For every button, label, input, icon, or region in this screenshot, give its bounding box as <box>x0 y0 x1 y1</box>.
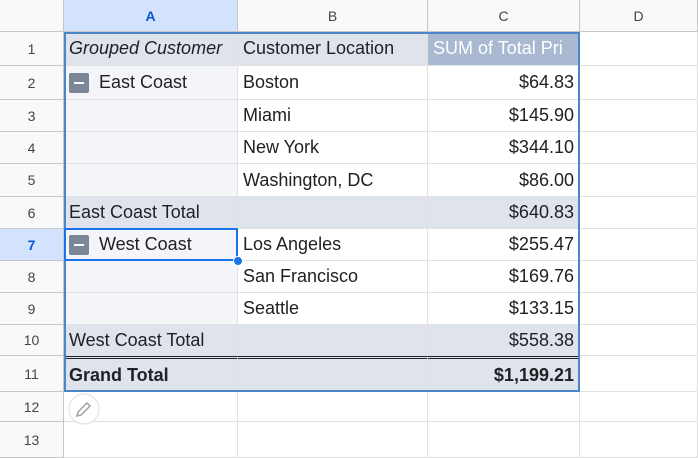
column-header[interactable]: C <box>428 0 580 32</box>
cell[interactable] <box>580 293 698 325</box>
location[interactable]: Washington, DC <box>238 164 428 197</box>
group-label[interactable]: West Coast <box>64 229 238 261</box>
row-header[interactable]: 7 <box>0 229 64 261</box>
pivot-header[interactable]: Customer Location <box>238 32 428 66</box>
location[interactable]: San Francisco <box>238 261 428 293</box>
group-label[interactable] <box>64 164 238 197</box>
grand-total-label[interactable]: Grand Total <box>64 356 238 392</box>
value[interactable]: $145.90 <box>428 100 580 132</box>
value[interactable]: $169.76 <box>428 261 580 293</box>
cell[interactable] <box>580 356 698 392</box>
cell[interactable] <box>580 100 698 132</box>
cell[interactable] <box>64 392 238 422</box>
row-header[interactable]: 10 <box>0 325 64 356</box>
row-header[interactable]: 13 <box>0 422 64 458</box>
cell[interactable] <box>580 32 698 66</box>
cell[interactable] <box>428 392 580 422</box>
row-header[interactable]: 3 <box>0 100 64 132</box>
group-total-label[interactable]: West Coast Total <box>64 325 238 356</box>
location[interactable]: New York <box>238 132 428 164</box>
row-header[interactable]: 5 <box>0 164 64 197</box>
group-label[interactable] <box>64 132 238 164</box>
collapse-button[interactable] <box>69 72 89 93</box>
row-header[interactable]: 4 <box>0 132 64 164</box>
group-total-value[interactable]: $640.83 <box>428 197 580 229</box>
column-header[interactable]: D <box>580 0 698 32</box>
pivot-header[interactable]: Grouped Customer <box>64 32 238 66</box>
cell[interactable] <box>580 392 698 422</box>
group-total-value[interactable]: $558.38 <box>428 325 580 356</box>
cell[interactable] <box>580 66 698 100</box>
grand-total-label[interactable] <box>238 356 428 392</box>
edit-pivot-button[interactable] <box>66 393 106 429</box>
value[interactable]: $133.15 <box>428 293 580 325</box>
location[interactable]: Miami <box>238 100 428 132</box>
pivot-header[interactable]: SUM of Total Pri <box>428 32 580 66</box>
cell[interactable] <box>580 164 698 197</box>
group-label[interactable] <box>64 261 238 293</box>
cell[interactable] <box>238 392 428 422</box>
group-total-label[interactable] <box>238 197 428 229</box>
location[interactable]: Boston <box>238 66 428 100</box>
collapse-button[interactable] <box>69 234 89 255</box>
cell[interactable] <box>580 325 698 356</box>
cell[interactable] <box>580 261 698 293</box>
value[interactable]: $255.47 <box>428 229 580 261</box>
location[interactable]: Los Angeles <box>238 229 428 261</box>
cell[interactable] <box>238 422 428 458</box>
row-header[interactable]: 11 <box>0 356 64 392</box>
row-header[interactable]: 6 <box>0 197 64 229</box>
group-total-label[interactable]: East Coast Total <box>64 197 238 229</box>
group-label[interactable] <box>64 293 238 325</box>
location[interactable]: Seattle <box>238 293 428 325</box>
group-total-label[interactable] <box>238 325 428 356</box>
row-header[interactable]: 8 <box>0 261 64 293</box>
cell[interactable] <box>580 422 698 458</box>
selected-cell <box>64 228 238 261</box>
cell[interactable] <box>580 132 698 164</box>
row-header[interactable]: 9 <box>0 293 64 325</box>
cell[interactable] <box>580 197 698 229</box>
fill-handle[interactable] <box>233 256 243 266</box>
grand-total-value[interactable]: $1,199.21 <box>428 356 580 392</box>
row-header[interactable]: 1 <box>0 32 64 66</box>
value[interactable]: $344.10 <box>428 132 580 164</box>
column-header[interactable]: B <box>238 0 428 32</box>
cell[interactable] <box>580 229 698 261</box>
column-header[interactable]: A <box>64 0 238 32</box>
value[interactable]: $64.83 <box>428 66 580 100</box>
corner <box>0 0 64 32</box>
group-label[interactable]: East Coast <box>64 66 238 100</box>
group-label[interactable] <box>64 100 238 132</box>
value[interactable]: $86.00 <box>428 164 580 197</box>
row-header[interactable]: 12 <box>0 392 64 422</box>
cell[interactable] <box>428 422 580 458</box>
row-header[interactable]: 2 <box>0 66 64 100</box>
